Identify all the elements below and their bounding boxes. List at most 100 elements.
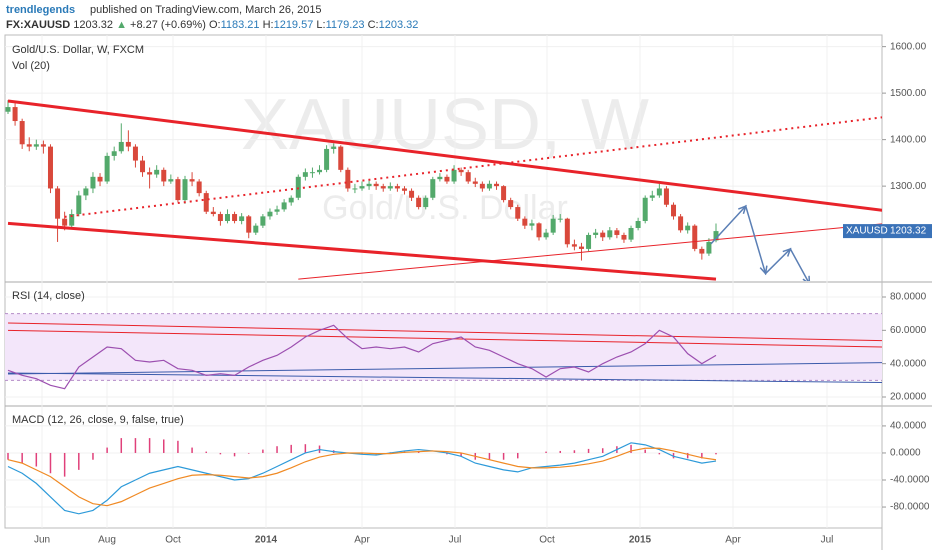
candle-body (19, 121, 25, 145)
x-tick-label: Jul (449, 535, 462, 546)
candle-body (40, 144, 46, 147)
candle-body (217, 214, 223, 222)
h-value: 1219.57 (274, 19, 314, 31)
candle-body (656, 188, 662, 196)
watermark: XAUUSD, W (241, 85, 649, 165)
candle-body (628, 227, 634, 240)
y-tick-label: 20.0000 (890, 392, 927, 403)
candle-body (501, 186, 507, 201)
candle-body (324, 148, 330, 170)
y-tick-label: 1600.00 (890, 41, 927, 52)
candle-body (295, 176, 301, 198)
candle-body (154, 169, 160, 175)
o-label: O: (209, 19, 221, 31)
candle-body (451, 169, 457, 182)
x-tick-label: 2014 (255, 535, 278, 546)
candle-body (76, 195, 82, 215)
candle-body (210, 211, 216, 215)
candle-body (83, 188, 89, 196)
candle-body (635, 221, 641, 228)
candle-body (274, 209, 280, 212)
candle-body (536, 223, 542, 238)
candle-body (649, 195, 655, 198)
candle-body (352, 188, 358, 190)
candle-body (373, 183, 379, 187)
candle-body (692, 225, 698, 249)
candle-body (571, 244, 577, 247)
candle-body (387, 186, 393, 189)
rsi-trend-line (7, 372, 882, 383)
y-tick-label: 60.0000 (890, 325, 927, 336)
candle-body (479, 183, 485, 189)
y-tick-label: 40.0000 (890, 421, 927, 432)
layers: Jun Aug Oct 2014 Apr Jul Oct 2015 Apr Jul 1600.00 1… (5, 35, 932, 546)
candle-body (147, 172, 153, 175)
candle-body (671, 204, 677, 217)
candle-body (458, 169, 464, 173)
candle-body (182, 179, 188, 201)
volume-label: Vol (20) (12, 60, 50, 72)
candle-body (168, 179, 174, 182)
macd-line (7, 447, 717, 507)
x-tick-label: Oct (539, 535, 555, 546)
candle-body (111, 151, 117, 156)
last-price: 1203.32 (73, 19, 113, 31)
candle-body (713, 231, 719, 241)
y-tick-label: 80.0000 (890, 292, 927, 303)
header-author[interactable]: trendlegends (6, 4, 75, 16)
candle-body (586, 234, 592, 249)
candle-body (288, 197, 294, 203)
candle-body (281, 202, 287, 210)
l-value: 1179.23 (326, 19, 365, 31)
arrow-head (759, 265, 768, 276)
candle-body (55, 188, 61, 219)
x-tick-label: Apr (354, 535, 370, 546)
candle-body (5, 107, 11, 112)
candle-body (196, 181, 202, 194)
candle-body (578, 246, 584, 249)
candle-body (232, 214, 238, 222)
o-value: 1183.21 (221, 19, 260, 31)
candle-body (472, 181, 478, 184)
candle-body (140, 160, 146, 173)
c-label: C: (368, 19, 379, 31)
candle-body (685, 225, 691, 231)
rsi-title: RSI (14, close) (12, 290, 85, 302)
up-arrow: ▲ (116, 19, 127, 31)
candle-body (161, 169, 167, 182)
candle-body (47, 146, 53, 189)
candle-body (33, 144, 39, 147)
candle-body (189, 179, 195, 182)
candle-body (12, 107, 18, 122)
rsi-trend-line (7, 362, 882, 375)
rsi-trend-line (7, 322, 882, 342)
candle-body (437, 176, 443, 180)
candle-body (331, 146, 337, 149)
macd-line (7, 442, 717, 515)
trend-line (710, 204, 809, 281)
y-tick-label: 0.0000 (890, 448, 921, 459)
candle-body (90, 176, 96, 189)
candle-body (203, 193, 209, 212)
candle-body (621, 234, 627, 240)
x-tick-label: Jun (34, 535, 50, 546)
candle-body (317, 169, 323, 173)
candle-body (104, 155, 110, 182)
candle-body (302, 172, 308, 177)
candle-body (309, 172, 315, 174)
candle-body (614, 230, 620, 235)
candle-body (607, 230, 613, 238)
candle-body (69, 214, 75, 226)
y-tick-label: 40.0000 (890, 358, 927, 369)
candle-body (699, 248, 705, 254)
candle-body (132, 146, 138, 161)
candle-body (557, 218, 563, 220)
l-label: L: (316, 19, 325, 31)
candle-body (345, 169, 351, 189)
macd-title: MACD (12, 26, close, 9, false, true) (12, 414, 184, 426)
candle-body (224, 214, 230, 222)
candle-body (118, 141, 124, 152)
rsi-pane (5, 313, 882, 390)
macd-pane (7, 438, 717, 515)
candle-body (600, 232, 606, 238)
